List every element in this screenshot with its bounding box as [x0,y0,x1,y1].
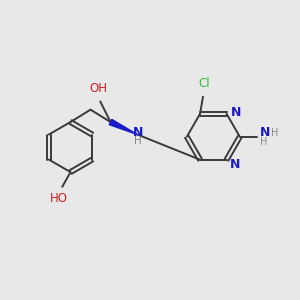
Text: H: H [271,128,278,138]
Text: N: N [132,126,143,139]
Text: H: H [260,137,267,147]
Text: H: H [134,136,142,146]
Text: N: N [260,126,270,140]
Polygon shape [109,119,137,134]
Text: N: N [231,106,241,119]
Text: OH: OH [90,82,108,95]
Text: N: N [230,158,240,172]
Text: HO: HO [50,192,68,205]
Text: Cl: Cl [198,77,210,90]
